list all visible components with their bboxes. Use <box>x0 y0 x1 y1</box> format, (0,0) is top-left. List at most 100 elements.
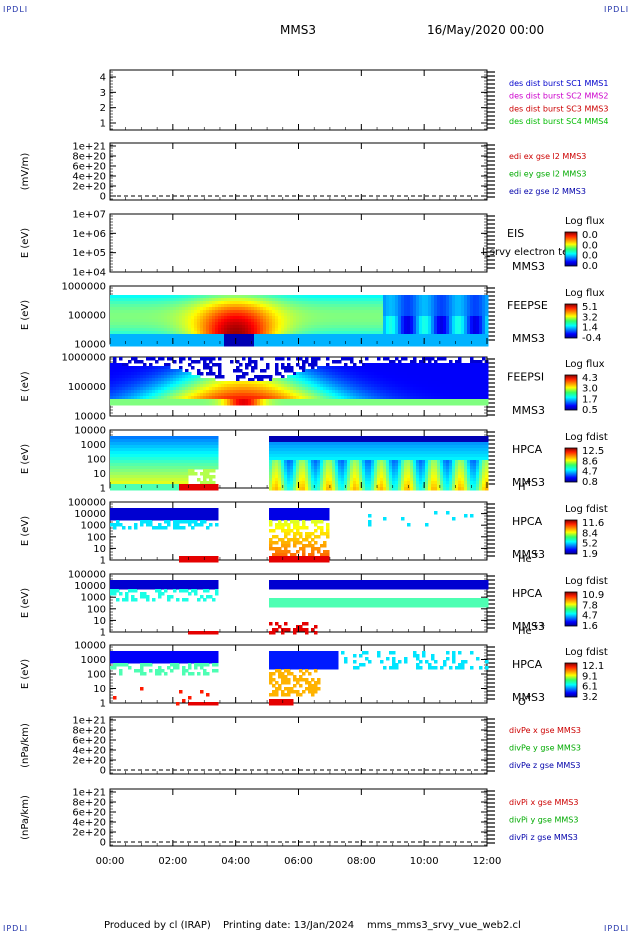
colorbar-title: Log fdist <box>565 432 608 443</box>
species-label: He <box>518 554 532 565</box>
colorbar-tick: 7.8 <box>582 600 598 611</box>
colorbar-tick: 0.5 <box>582 405 598 416</box>
y-axis-label: E (eV) <box>20 300 31 330</box>
colorbar-tick: 12.5 <box>582 446 604 457</box>
ytick-label: 3 <box>100 88 106 99</box>
ytick-label: 10000 <box>74 426 106 437</box>
colorbar-tick: 12.1 <box>582 661 604 672</box>
instrument-label: HPCA <box>512 658 543 671</box>
ytick-label: 1e+07 <box>72 210 106 221</box>
colorbar-tick: 0.8 <box>582 477 598 488</box>
spectrogram-hpca_h <box>110 436 489 491</box>
colorbar-tick: 0.0 <box>582 230 598 241</box>
ytick-label: 1000 <box>81 593 106 604</box>
y-axis-label: E (eV) <box>20 371 31 401</box>
colorbar-tick: 1.9 <box>582 549 598 560</box>
time-tick-label: 02:00 <box>158 856 187 867</box>
instrument-label: EIS <box>507 227 524 240</box>
species-label: He <box>518 626 532 637</box>
legend-entry: divPi y gse MMS3 <box>509 816 578 825</box>
legend-entry: edi ey gse l2 MMS3 <box>509 170 587 179</box>
ytick-label: 100 <box>87 604 106 615</box>
colorbar-tick: 5.1 <box>582 302 598 313</box>
spectrogram-feepse <box>110 295 489 347</box>
spacecraft-label: MMS3 <box>512 332 545 345</box>
ytick-label: 10 <box>93 544 106 555</box>
colorbar-tick: 1.6 <box>582 621 598 632</box>
spacecraft-label: MMS3 <box>512 404 545 417</box>
ytick-label: 10000 <box>74 581 106 592</box>
colorbar-tick: 11.6 <box>582 518 604 529</box>
ytick-label: 100000 <box>68 311 106 322</box>
y-axis-label: E (eV) <box>20 659 31 689</box>
spectrogram-hpca_o <box>110 651 489 706</box>
spacecraft-label: MMS3 <box>512 691 545 704</box>
ytick-label: 100 <box>87 455 106 466</box>
panel-ephem: 4 3 2 1 des dist burst SC1 MMS1 des dist burs… <box>100 69 608 131</box>
ytick-label: 1000 <box>81 655 106 666</box>
spacecraft-label: MMS3 <box>512 620 545 633</box>
colorbar-tick: 3.0 <box>582 384 598 395</box>
footer-printing-date: Printing date: 13/Jan/2024 <box>223 920 355 931</box>
legend-entry: des dist burst SC3 MMS3 <box>509 104 608 113</box>
ytick-label: 4e+20 <box>72 818 106 829</box>
ytick-label: 1e+21 <box>72 788 106 799</box>
panel-frame <box>109 213 488 273</box>
ytick-label: 2 <box>100 103 106 114</box>
ytick-label: 10 <box>93 616 106 627</box>
y-axis-label: (nPa/km) <box>20 723 31 768</box>
ytick-label: 1000 <box>81 521 106 532</box>
ytick-label: 6e+20 <box>72 162 106 173</box>
charge-label: + <box>532 549 539 558</box>
ytick-label: 0 <box>100 766 106 777</box>
ytick-label: 10000 <box>74 641 106 652</box>
spacecraft-label: MMS3 <box>512 548 545 561</box>
ytick-label: 1 <box>100 119 106 130</box>
ytick-label: 1e+05 <box>72 248 106 259</box>
instrument-label: HPCA <box>512 515 543 528</box>
spacecraft-title: MMS3 <box>280 23 316 37</box>
colorbar-title: Log flux <box>565 216 605 227</box>
charge-label: ++ <box>532 621 545 630</box>
spectrogram-hpca_he2 <box>110 580 489 635</box>
legend-entry: divPe y gse MMS3 <box>509 744 581 753</box>
ytick-label: 4e+20 <box>72 172 106 183</box>
ytick-label: 1 <box>100 628 106 639</box>
ytick-label: 6e+20 <box>72 736 106 747</box>
ytick-label: 6e+20 <box>72 808 106 819</box>
ytick-label: 100 <box>87 532 106 543</box>
panel-frame <box>109 142 488 201</box>
colorbar-tick: 4.7 <box>582 611 598 622</box>
colorbar-tick: 9.1 <box>582 671 598 682</box>
ytick-label: 8e+20 <box>72 726 106 737</box>
ytick-label: 1e+06 <box>72 229 106 240</box>
charge-label: + <box>525 477 532 486</box>
footer-produced: Produced by cl (IRAP) <box>104 920 211 931</box>
legend-entry: divPe z gse MMS3 <box>509 761 580 770</box>
ytick-label: 0 <box>100 838 106 849</box>
panel-eis: 1e+07 1e+06 1e+05 1e+04 E (eV) EIS MMS3 l_srvy … <box>20 210 605 279</box>
colorbar <box>564 374 578 411</box>
spectrogram-feepsi <box>110 357 489 406</box>
time-axis: 00:00 02:00 04:00 06:00 08:00 10:00 12:00 <box>96 70 501 867</box>
panel-frame <box>109 788 488 847</box>
time-tick-label: 06:00 <box>284 856 313 867</box>
colorbar-tick: 3.2 <box>582 312 598 323</box>
ytick-label: 1 <box>100 556 106 567</box>
ytick-label: 100000 <box>68 570 106 581</box>
colorbar-tick: 0.0 <box>582 251 598 262</box>
colorbar-title: Log flux <box>565 288 605 299</box>
y-axis-label: E (eV) <box>20 444 31 474</box>
ytick-label: 8e+20 <box>72 798 106 809</box>
legend-entry: edi ex gse l2 MMS3 <box>509 152 586 161</box>
legend-entry: des dist burst SC4 MMS4 <box>509 117 608 126</box>
corner-mark-bottom-right: IPDLI <box>604 924 630 933</box>
colorbar <box>564 447 578 483</box>
spacecraft-label: MMS3 <box>512 476 545 489</box>
colorbar-tick: 6.1 <box>582 682 598 693</box>
